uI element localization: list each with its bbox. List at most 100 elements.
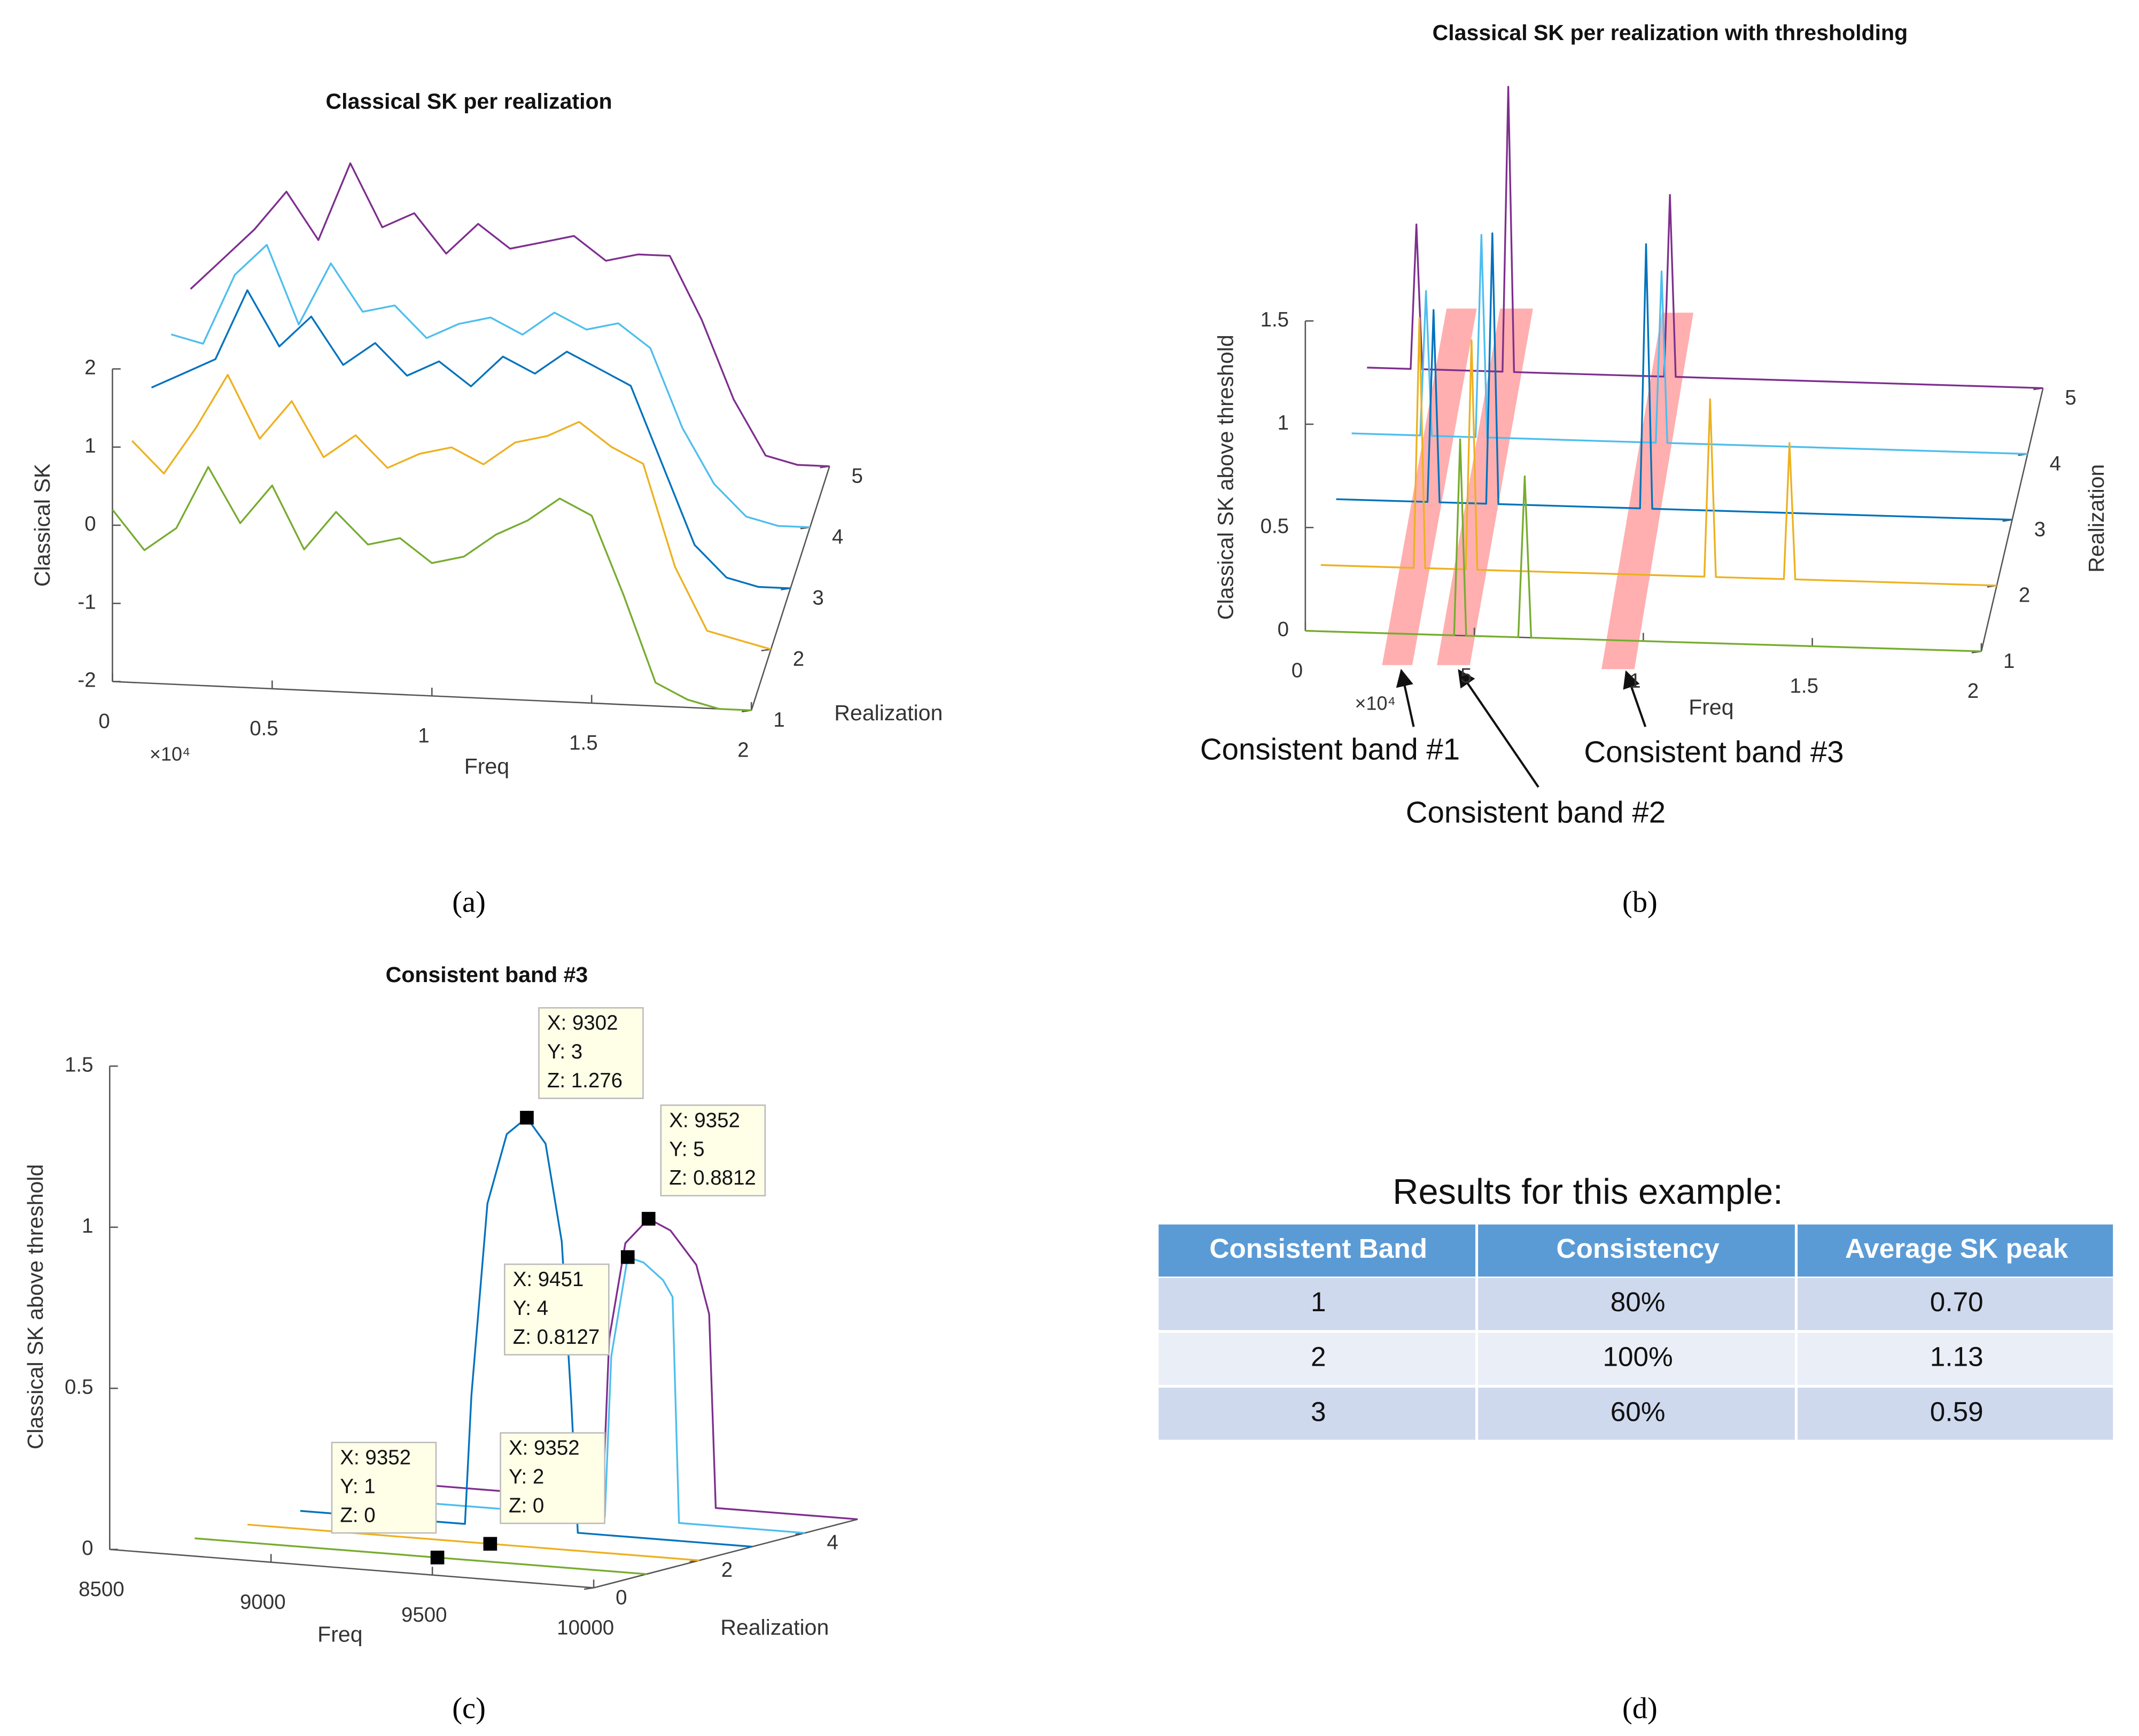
- x-axis-label: Freq: [317, 1622, 362, 1646]
- x-tick-label: 8500: [79, 1578, 125, 1601]
- band-highlight: [1601, 313, 1694, 670]
- table-title: Results for this example:: [1393, 1172, 1783, 1212]
- table-cell: [1798, 1278, 2113, 1330]
- y-tick-label: 2: [793, 648, 804, 671]
- cell-text: 60%: [1611, 1396, 1666, 1427]
- y-axis-label: Realization: [834, 700, 943, 725]
- x-tick-label: 10000: [557, 1616, 614, 1639]
- axis-line: [110, 1548, 594, 1589]
- datatip-box: [500, 1432, 605, 1524]
- z-tick-label: 1.5: [1261, 308, 1289, 331]
- red-bands: [1382, 308, 1694, 670]
- z-tick-label: -1: [77, 590, 96, 613]
- x-tick-label: 2: [737, 739, 749, 762]
- y-axis-label: Realization: [720, 1615, 829, 1639]
- cell-text: 80%: [1611, 1287, 1666, 1317]
- datatip-text: Z: 0.8812: [669, 1166, 756, 1189]
- data-line: [406, 1218, 858, 1521]
- data-line: [151, 289, 791, 589]
- data-line: [247, 1523, 699, 1562]
- panel-label: (c): [452, 1692, 486, 1725]
- y-axis-label: Realization: [2084, 464, 2109, 573]
- datatip-text: Z: 0: [340, 1504, 375, 1527]
- x-multiplier: ×10⁴: [150, 743, 190, 765]
- arrows: [1396, 668, 1647, 788]
- datatip-box: [504, 1263, 610, 1356]
- y-tick-label: 1: [773, 709, 784, 731]
- cell-text: 0.59: [1930, 1396, 1984, 1427]
- annotation: Consistent band #1: [1200, 732, 1460, 766]
- x-tick-label: 2: [1967, 680, 1979, 703]
- x-tick-label: 9000: [240, 1591, 286, 1614]
- data-line: [353, 1256, 805, 1534]
- table-cell: [1158, 1388, 1476, 1440]
- datatip-text: Y: 1: [340, 1475, 375, 1498]
- y-tick-label: 2: [721, 1559, 733, 1582]
- arrow: [1623, 670, 1647, 727]
- data-line: [131, 373, 772, 650]
- data-line: [190, 162, 830, 468]
- datatip-text: X: 9302: [547, 1011, 618, 1034]
- axis-line: [593, 1519, 858, 1589]
- datatip-text: Z: 0.8127: [513, 1326, 600, 1349]
- chart-title: Consistent band #3: [386, 962, 588, 987]
- data-line: [1320, 317, 1997, 587]
- datatip-marker: [520, 1110, 534, 1125]
- datatip-box: [538, 1007, 644, 1099]
- arrow: [1458, 669, 1539, 788]
- table-cell: [1798, 1333, 2113, 1385]
- datatip-text: X: 9352: [509, 1437, 580, 1460]
- y-tick-label: 3: [812, 587, 823, 610]
- datatip-marker: [483, 1537, 497, 1551]
- datatip-marker: [620, 1250, 635, 1264]
- cell-text: 1: [1311, 1287, 1326, 1317]
- data-line: [1367, 85, 2043, 390]
- x-tick-label: 1.5: [1790, 675, 1818, 698]
- y-tick-label: 4: [2050, 452, 2061, 475]
- datatip-text: Z: 0: [509, 1494, 544, 1517]
- cell-text: 0.70: [1930, 1287, 1984, 1317]
- table-cell: [1798, 1388, 2113, 1440]
- header-text: Consistency: [1557, 1233, 1720, 1264]
- z-tick-label: -2: [77, 669, 96, 692]
- z-axis-label: Classical SK above threshold: [23, 1164, 48, 1450]
- x-axis-label: Freq: [464, 754, 509, 779]
- datatip-text: Y: 4: [513, 1297, 548, 1320]
- z-tick-label: 0.5: [1261, 515, 1289, 538]
- cell-text: 2: [1311, 1342, 1326, 1372]
- table-cell: [1158, 1333, 1476, 1385]
- annotation: Consistent band #3: [1584, 735, 1844, 768]
- chart-title: Classical SK per realization with thresh…: [1433, 20, 1908, 45]
- x-tick-label: 0.5: [250, 717, 278, 740]
- cell-text: 1.13: [1930, 1342, 1984, 1372]
- data-line: [170, 244, 811, 528]
- data-line: [1336, 232, 2012, 521]
- header-cell: [1158, 1224, 1476, 1277]
- y-tick-label: 1: [2003, 650, 2014, 673]
- band-highlight: [1382, 308, 1477, 665]
- z-tick-label: 1: [82, 1215, 93, 1237]
- z-tick-label: 0.5: [65, 1375, 94, 1398]
- header-text: Consistent Band: [1209, 1233, 1427, 1264]
- header-text: Average SK peak: [1845, 1233, 2068, 1264]
- data-line: [195, 1537, 647, 1575]
- table-cell: [1158, 1278, 1476, 1330]
- y-tick-label: 5: [852, 464, 863, 487]
- header-cell: [1798, 1224, 2113, 1277]
- y-tick-label: 2: [2019, 584, 2030, 607]
- datatip-text: X: 9352: [669, 1109, 740, 1132]
- panel-label: (a): [452, 886, 486, 919]
- panel-label: (b): [1622, 886, 1658, 919]
- table-cell: [1478, 1278, 1795, 1330]
- cell-text: 3: [1311, 1396, 1326, 1427]
- x-tick-label: 5: [1460, 664, 1472, 687]
- y-tick-label: 0: [616, 1586, 627, 1609]
- x-tick-label: 9500: [401, 1603, 447, 1626]
- data-line: [112, 466, 752, 712]
- z-tick-label: 1.5: [65, 1053, 94, 1076]
- axis-line: [112, 681, 752, 711]
- datatip-marker: [641, 1212, 656, 1226]
- datatip-text: Y: 2: [509, 1466, 544, 1489]
- datatip-marker: [430, 1551, 445, 1564]
